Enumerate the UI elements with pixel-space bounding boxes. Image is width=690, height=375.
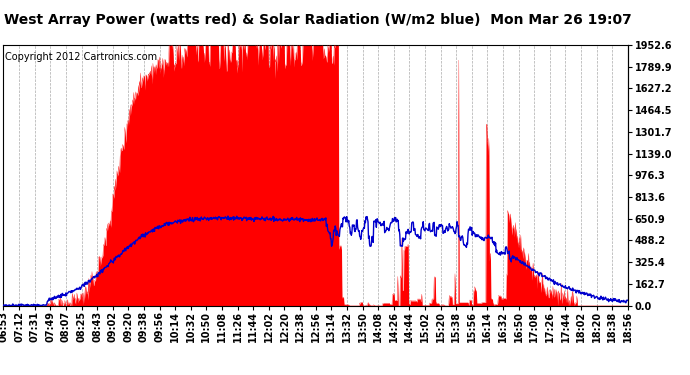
- Text: West Array Power (watts red) & Solar Radiation (W/m2 blue)  Mon Mar 26 19:07: West Array Power (watts red) & Solar Rad…: [3, 13, 631, 27]
- Text: Copyright 2012 Cartronics.com: Copyright 2012 Cartronics.com: [5, 51, 157, 62]
